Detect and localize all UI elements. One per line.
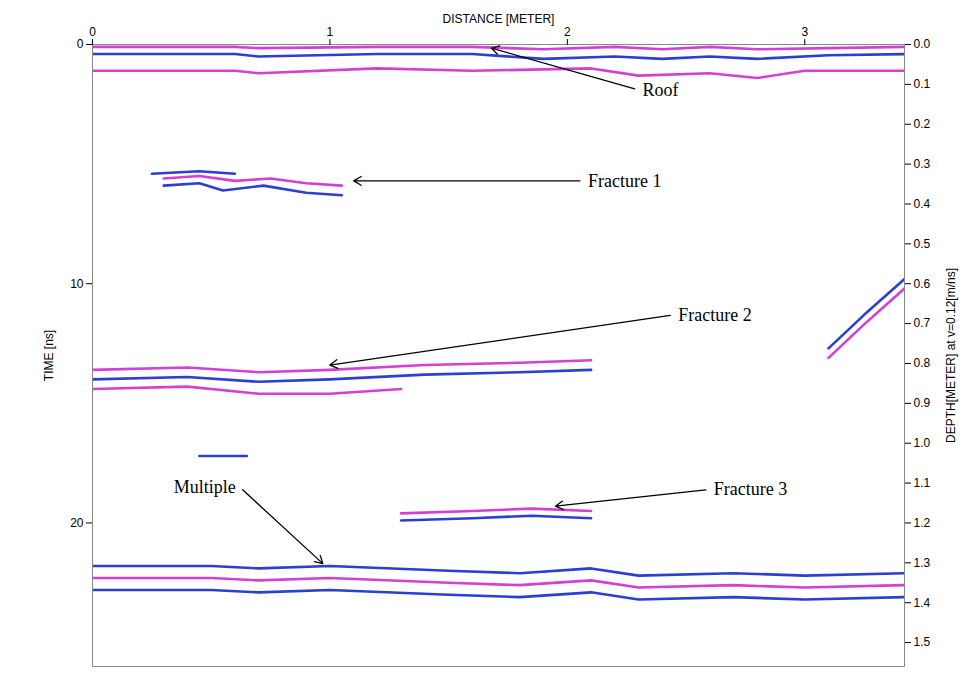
svg-text:0.0: 0.0 (914, 37, 931, 51)
svg-text:0: 0 (89, 25, 96, 39)
svg-text:2: 2 (564, 25, 571, 39)
svg-text:Fracture 3: Fracture 3 (714, 479, 787, 499)
svg-text:1.1: 1.1 (914, 476, 931, 490)
svg-text:0.5: 0.5 (914, 237, 931, 251)
svg-text:1.5: 1.5 (914, 635, 931, 649)
svg-text:Multiple: Multiple (174, 477, 236, 497)
svg-text:0.2: 0.2 (914, 117, 931, 131)
svg-text:Roof: Roof (643, 80, 679, 100)
svg-text:20: 20 (70, 516, 84, 530)
svg-text:0.8: 0.8 (914, 356, 931, 370)
svg-text:Fracture 1: Fracture 1 (588, 171, 661, 191)
svg-text:0.6: 0.6 (914, 277, 931, 291)
svg-text:0.4: 0.4 (914, 197, 931, 211)
svg-text:1.4: 1.4 (914, 596, 931, 610)
svg-text:1.0: 1.0 (914, 436, 931, 450)
svg-text:10: 10 (70, 277, 84, 291)
svg-text:0: 0 (77, 37, 84, 51)
svg-text:0.9: 0.9 (914, 396, 931, 410)
svg-text:0.3: 0.3 (914, 157, 931, 171)
svg-text:1: 1 (327, 25, 334, 39)
svg-text:DISTANCE [METER]: DISTANCE [METER] (443, 12, 555, 26)
svg-text:0.7: 0.7 (914, 316, 931, 330)
svg-text:1.3: 1.3 (914, 556, 931, 570)
svg-text:DEPTH[METER] at v=0.12[m/ns]: DEPTH[METER] at v=0.12[m/ns] (944, 268, 958, 443)
svg-text:1.2: 1.2 (914, 516, 931, 530)
svg-text:Fracture 2: Fracture 2 (678, 305, 751, 325)
svg-text:TIME [ns]: TIME [ns] (42, 330, 56, 381)
svg-text:0.1: 0.1 (914, 77, 931, 91)
svg-text:3: 3 (801, 25, 808, 39)
